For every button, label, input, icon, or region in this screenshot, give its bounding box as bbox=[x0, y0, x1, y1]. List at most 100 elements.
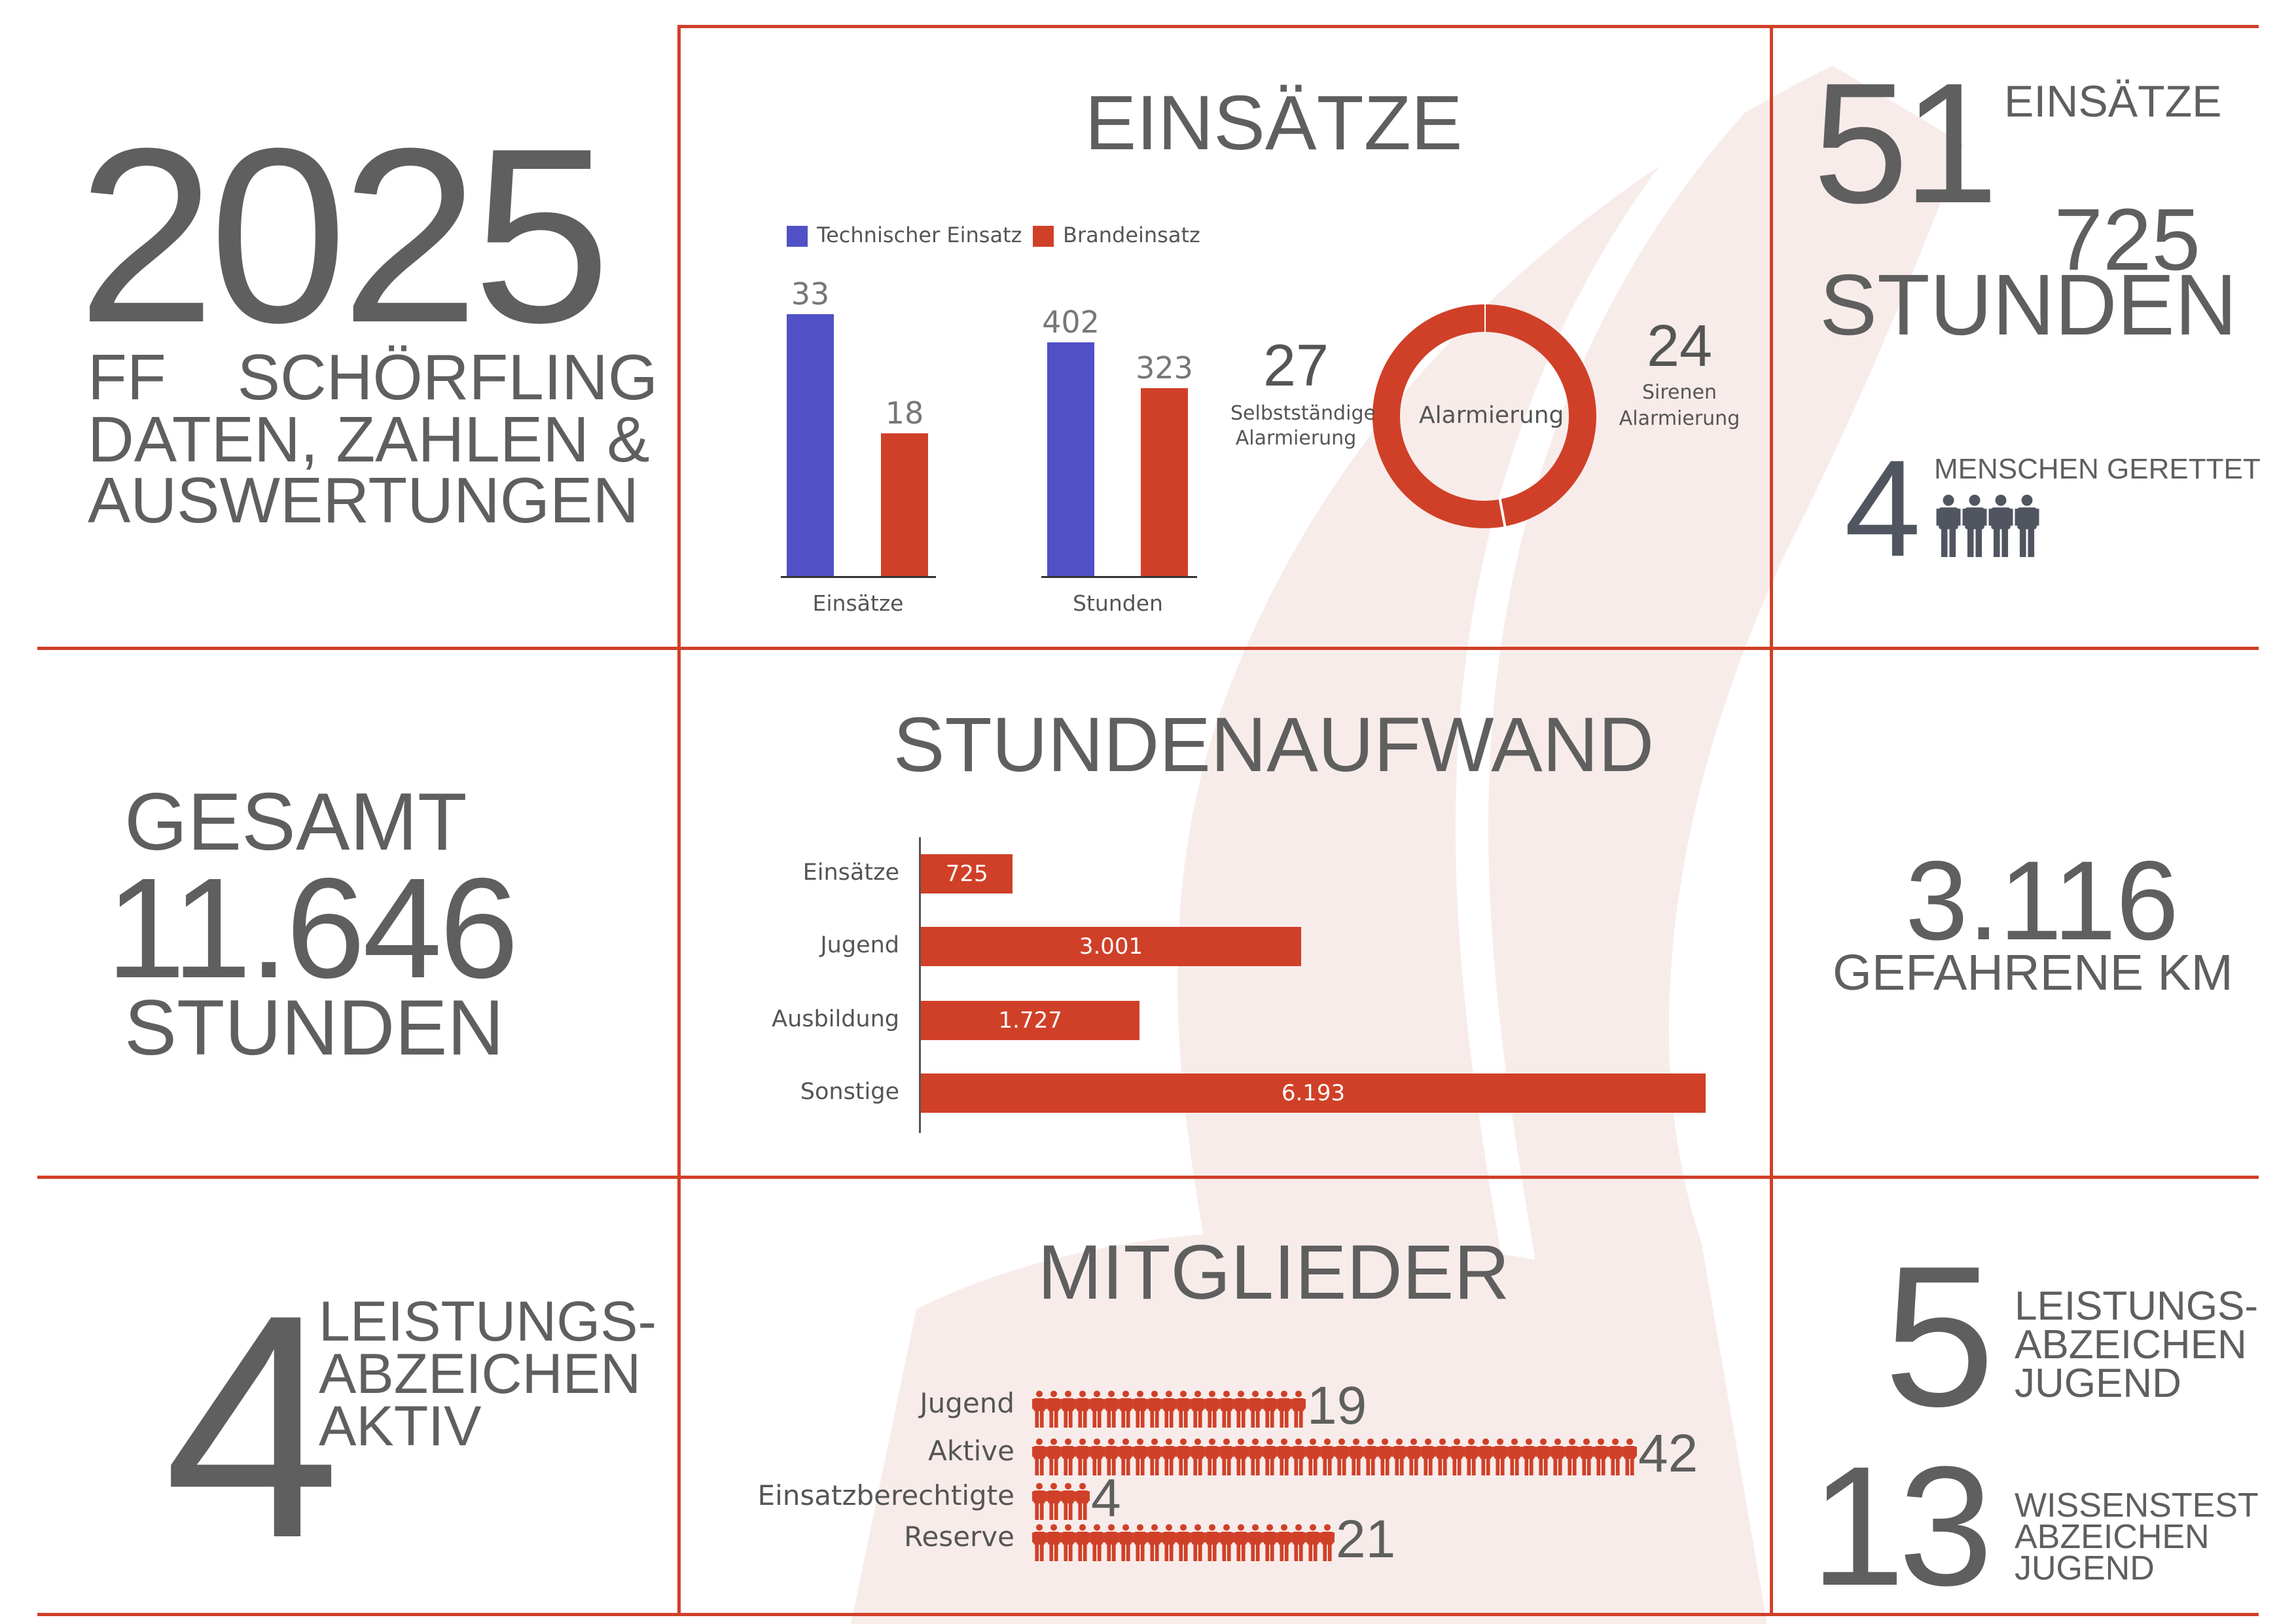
person-icon bbox=[1047, 1438, 1061, 1475]
legend-label: Technischer Einsatz bbox=[817, 223, 1022, 247]
person-icon bbox=[1176, 1390, 1191, 1428]
leistung-aktiv-line2: ABZEICHEN bbox=[319, 1343, 641, 1405]
member-category-label: Jugend bbox=[920, 1387, 1014, 1419]
person-icon bbox=[1047, 1483, 1061, 1520]
leistung-jugend-value: 5 bbox=[1884, 1224, 1996, 1448]
person-icon bbox=[1219, 1524, 1234, 1561]
person-icon bbox=[1378, 1438, 1392, 1475]
category-label: Stunden bbox=[1073, 590, 1163, 616]
member-row-reserve: 21 bbox=[1032, 1513, 1395, 1566]
km-label: GEFAHRENE KM bbox=[1833, 945, 2233, 1001]
category-label: Ausbildung bbox=[772, 1006, 899, 1032]
person-icon bbox=[1176, 1438, 1191, 1475]
person-icon bbox=[1032, 1483, 1047, 1520]
donut-slice bbox=[1484, 304, 1596, 527]
year: 2025 bbox=[77, 96, 611, 374]
stunden-count: 725 bbox=[2054, 191, 2200, 289]
member-category-label: Reserve bbox=[904, 1521, 1014, 1553]
person-icon bbox=[1061, 1483, 1075, 1520]
member-row-jugend: 19 bbox=[1032, 1379, 1367, 1433]
person-icon bbox=[1263, 1390, 1277, 1428]
person-icon bbox=[1277, 1438, 1291, 1475]
bar-sonstige: 6.193 bbox=[921, 1074, 1706, 1113]
person-icon bbox=[1565, 1438, 1579, 1475]
bar-value-label: 33 bbox=[791, 276, 830, 312]
person-icon bbox=[1104, 1524, 1119, 1561]
person-icon bbox=[1205, 1438, 1219, 1475]
member-row-einsatzberechtigte: 4 bbox=[1032, 1471, 1121, 1525]
person-icon bbox=[1047, 1524, 1061, 1561]
person-icon bbox=[1363, 1438, 1378, 1475]
total-label-top: GESAMT bbox=[124, 777, 467, 867]
person-icon bbox=[1479, 1438, 1493, 1475]
bar-einsätze-1 bbox=[881, 433, 928, 576]
member-count: 19 bbox=[1307, 1376, 1367, 1435]
divider bbox=[37, 647, 2259, 650]
rescued-count: 4 bbox=[1844, 431, 1921, 585]
member-category-label: Aktive bbox=[928, 1435, 1014, 1467]
person-icon bbox=[1162, 1438, 1176, 1475]
person-icon bbox=[1291, 1524, 1306, 1561]
person-icon bbox=[1392, 1438, 1407, 1475]
person-icon bbox=[1075, 1524, 1090, 1561]
bar-ausbildung: 1.727 bbox=[921, 1001, 1140, 1040]
person-icon bbox=[1090, 1438, 1104, 1475]
person-icon bbox=[1277, 1390, 1291, 1428]
person-icon bbox=[1219, 1438, 1234, 1475]
bar-stunden-0 bbox=[1047, 342, 1094, 576]
person-icon bbox=[1075, 1438, 1090, 1475]
person-icon bbox=[2015, 494, 2039, 557]
leistung-aktiv-line3: AKTIV bbox=[319, 1395, 482, 1458]
alarmierung-donut bbox=[1372, 304, 1596, 528]
person-icon bbox=[1234, 1524, 1248, 1561]
sirenen-label-1: Sirenen bbox=[1642, 381, 1717, 404]
category-label: Jugend bbox=[820, 932, 899, 958]
person-icon bbox=[1191, 1438, 1205, 1475]
selbst-label-2: Alarmierung bbox=[1235, 427, 1357, 450]
subtitle-line2: AUSWERTUNGEN bbox=[88, 464, 639, 536]
wissenstest-value: 13 bbox=[1810, 1432, 1993, 1621]
rescued-label: MENSCHEN GERETTET bbox=[1934, 453, 2261, 485]
person-icon bbox=[1133, 1438, 1147, 1475]
person-icon bbox=[1090, 1390, 1104, 1428]
legend-label: Brandeinsatz bbox=[1063, 223, 1200, 247]
donut-center-label: Alarmierung bbox=[1419, 402, 1564, 429]
person-icon bbox=[1248, 1438, 1263, 1475]
person-icon bbox=[1061, 1524, 1075, 1561]
person-icon bbox=[1349, 1438, 1363, 1475]
person-icon bbox=[1421, 1438, 1435, 1475]
person-icon bbox=[1104, 1438, 1119, 1475]
rescued-icons bbox=[1936, 494, 2041, 557]
person-icon bbox=[1119, 1390, 1133, 1428]
person-icon bbox=[1291, 1390, 1306, 1428]
legend-technischer: Technischer Einsatz bbox=[787, 223, 1022, 247]
member-count: 21 bbox=[1336, 1509, 1396, 1569]
bar-stunden-1 bbox=[1141, 388, 1188, 576]
person-icon bbox=[1536, 1438, 1551, 1475]
person-icon bbox=[1594, 1438, 1608, 1475]
einsaetze-count: 51 bbox=[1813, 47, 1998, 239]
person-icon bbox=[1234, 1390, 1248, 1428]
person-icon bbox=[1147, 1390, 1162, 1428]
person-icon bbox=[1061, 1390, 1075, 1428]
person-icon bbox=[1335, 1438, 1349, 1475]
person-icon bbox=[1464, 1438, 1479, 1475]
person-icon bbox=[1522, 1438, 1536, 1475]
subtitle-line1: DATEN, ZAHLEN & bbox=[88, 403, 650, 475]
legend-brand: Brandeinsatz bbox=[1033, 223, 1200, 247]
person-icon bbox=[1147, 1438, 1162, 1475]
person-icon bbox=[1191, 1390, 1205, 1428]
axis-line bbox=[781, 576, 936, 578]
person-icon bbox=[1219, 1390, 1234, 1428]
person-icon bbox=[1962, 494, 1987, 557]
person-icon bbox=[1248, 1390, 1263, 1428]
category-label: Einsätze bbox=[802, 859, 899, 886]
person-icon bbox=[1162, 1390, 1176, 1428]
sirenen-count: 24 bbox=[1646, 314, 1713, 379]
leistung-jugend-line2: ABZEICHEN bbox=[2015, 1322, 2247, 1367]
selbst-label-1: Selbstständige bbox=[1230, 402, 1376, 425]
member-count: 4 bbox=[1091, 1468, 1121, 1528]
person-icon bbox=[1133, 1390, 1147, 1428]
person-icon bbox=[1061, 1438, 1075, 1475]
person-icon bbox=[1551, 1438, 1565, 1475]
